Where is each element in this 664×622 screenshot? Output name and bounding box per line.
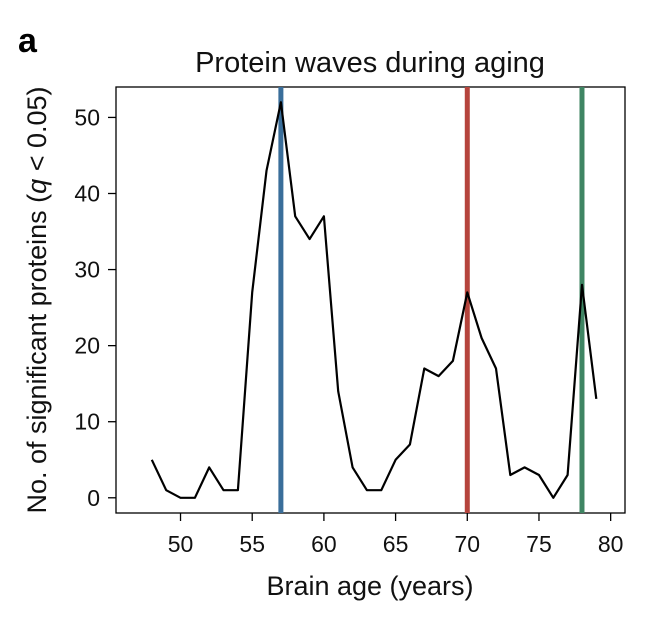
x-tick-label: 65 [383,531,409,557]
series-layer [150,101,598,499]
x-axis-label: Brain age (years) [266,571,473,601]
x-tick-label: 70 [454,531,480,557]
y-tick-label: 50 [74,104,100,130]
x-tick-label: 60 [311,531,337,557]
y-axis-label-part-2: < 0.05) [22,87,52,179]
y-axis: 0 10 20 30 40 50 [74,104,116,511]
x-tick-label: 55 [239,531,265,557]
x-tick-label: 50 [168,531,194,557]
y-tick-label: 0 [87,485,100,511]
reference-lines [278,87,585,513]
y-axis-label: No. of significant proteins (q < 0.05) [22,87,52,514]
x-tick-label: 80 [598,531,624,557]
y-tick-label: 30 [74,257,100,283]
y-tick-label: 20 [74,333,100,359]
y-axis-label-italic-q: q [22,179,52,194]
series-line [150,101,598,499]
x-tick-label: 75 [526,531,552,557]
y-axis-label-part-1: No. of significant proteins ( [22,194,52,514]
y-tick-label: 40 [74,181,100,207]
plot-frame [115,86,626,514]
x-axis: 50 55 60 65 70 75 80 [168,513,624,557]
panel-label: a [18,22,38,60]
y-tick-label: 10 [74,409,100,435]
chart-title: Protein waves during aging [195,47,545,79]
